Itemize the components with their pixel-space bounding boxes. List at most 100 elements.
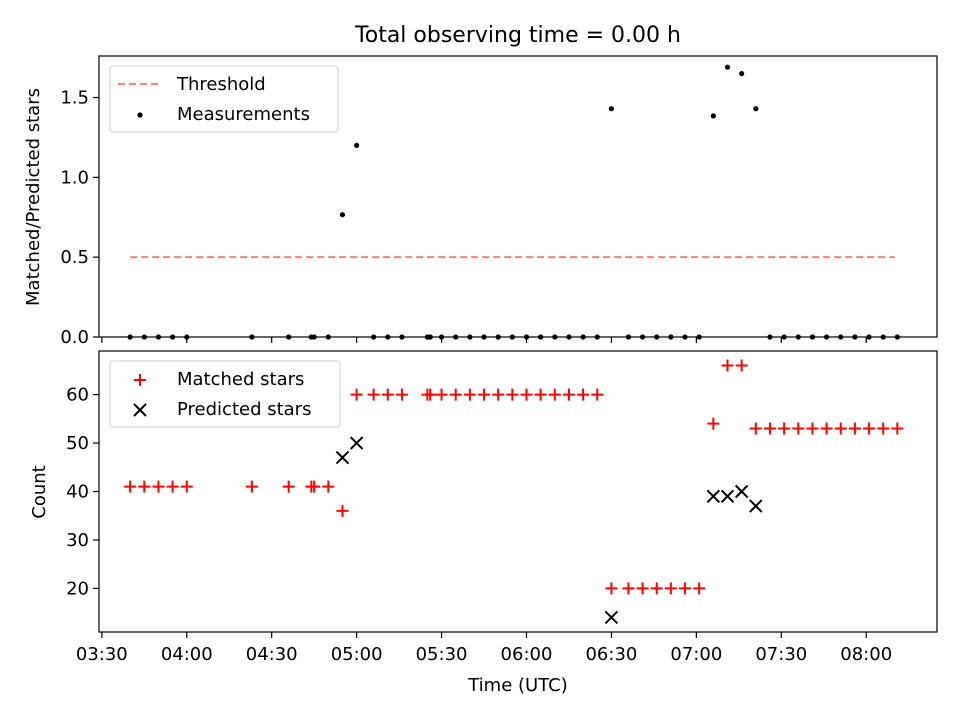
x-tick-label: 05:30: [416, 644, 468, 665]
matched-stars-point: [424, 388, 437, 401]
matched-stars-point: [664, 582, 677, 595]
threshold-legend-label: Threshold: [176, 74, 266, 95]
x-tick-label: 03:30: [76, 644, 128, 665]
predicted-stars-point: [749, 499, 763, 513]
x-tick-label: 06:00: [501, 644, 553, 665]
top-plot-frame: [98, 55, 938, 338]
matched-stars-legend-swatch: [134, 374, 146, 386]
x-tick-label: 07:30: [755, 644, 807, 665]
chart-title: Total observing time = 0.00 h: [354, 23, 681, 48]
matched-stars-point: [605, 582, 618, 595]
predicted-stars-point: [734, 484, 749, 499]
x-tick-label: 05:00: [331, 644, 383, 665]
matched-stars-point: [124, 480, 137, 493]
matched-stars-point: [282, 480, 295, 493]
top-panel: 0.0 0.5 1.0 1.5 Matched/Predicted stars Thr…: [23, 55, 938, 348]
x-tick-label: 04:00: [161, 644, 213, 665]
x-tick-label: 07:00: [670, 644, 722, 665]
bottom-y-tick-label: 40: [66, 482, 89, 503]
matched-stars-legend-label: Matched stars: [177, 369, 304, 390]
matched-stars-point: [166, 480, 179, 493]
matched-stars-point: [548, 388, 561, 401]
bottom-y-tick-label: 50: [66, 433, 89, 454]
bottom-y-tick-label: 60: [66, 385, 89, 406]
measurement-point: [354, 142, 360, 149]
bottom-y-axis-label: Count: [29, 465, 50, 518]
matched-stars-point: [693, 582, 706, 595]
matched-stars-point: [435, 388, 448, 401]
predicted-stars-point: [349, 436, 364, 450]
matched-stars-point: [707, 417, 720, 430]
matched-stars-point: [478, 388, 491, 401]
matched-stars-point: [367, 388, 380, 401]
matched-stars-point: [534, 388, 547, 401]
measurement-point: [710, 113, 716, 119]
x-tick-label: 04:30: [246, 644, 298, 665]
matched-stars-point: [152, 480, 165, 493]
matched-stars-point: [322, 480, 335, 493]
matched-stars-point: [622, 582, 635, 595]
matched-stars-point: [308, 480, 321, 493]
matched-stars-point: [395, 388, 408, 401]
measurement-point: [739, 70, 745, 77]
x-tick-label: 06:30: [585, 644, 637, 665]
matched-stars-point: [806, 422, 819, 435]
matched-stars-point: [792, 422, 805, 435]
matched-stars-point: [463, 388, 476, 401]
matched-stars-point: [138, 480, 151, 493]
top-y-tick-label: 1.5: [60, 88, 89, 109]
top-y-tick-label: 0.5: [60, 247, 89, 268]
measurement-point: [724, 64, 731, 70]
measurements-legend-swatch: [137, 112, 143, 118]
bottom-legend-box: [109, 360, 341, 428]
measurements-legend-label: Measurements: [177, 104, 310, 125]
top-legend-box: [109, 65, 339, 133]
matched-stars-point: [591, 388, 604, 401]
matched-stars-point: [636, 582, 649, 595]
matched-stars-point: [834, 422, 847, 435]
matched-stars-point: [492, 388, 505, 401]
predicted-stars-point: [335, 450, 350, 465]
bottom-legend: Matched stars Predicted stars: [109, 360, 341, 428]
bottom-y-tick-label: 20: [66, 578, 89, 599]
matched-stars-point: [520, 388, 533, 401]
matched-stars-point: [848, 422, 861, 435]
predicted-stars-point: [706, 489, 721, 504]
matched-stars-point: [735, 359, 748, 372]
matched-stars-point: [650, 582, 663, 595]
matched-stars-point: [381, 388, 394, 401]
matched-stars-point: [820, 422, 833, 435]
matched-stars-point: [562, 388, 575, 401]
measurement-point: [753, 106, 759, 112]
x-axis-label: Time (UTC): [467, 675, 568, 696]
matched-stars-point: [877, 422, 890, 435]
bottom-panel: 20 30 40 50 60 03:30 04:00 04:30 05:00 05:30 06:0…: [29, 350, 938, 696]
matched-stars-point: [245, 480, 258, 493]
matched-stars-point: [778, 422, 791, 435]
matched-stars-point: [506, 388, 519, 401]
matched-stars-point: [449, 388, 462, 401]
bottom-y-tick-label: 30: [66, 530, 89, 551]
predicted-stars-point: [720, 489, 735, 504]
matched-stars-point: [721, 359, 734, 372]
matched-stars-point: [577, 388, 590, 401]
top-y-tick-label: 0.0: [60, 327, 89, 348]
top-y-axis-label: Matched/Predicted stars: [23, 88, 44, 306]
matched-stars-point: [350, 388, 363, 401]
matched-stars-point: [180, 480, 193, 493]
predicted-stars-point: [604, 610, 619, 625]
x-tick-label: 08:00: [840, 644, 892, 665]
top-legend: Threshold Measurements: [109, 65, 339, 133]
matched-stars-point: [679, 582, 692, 595]
matched-stars-point: [763, 422, 776, 435]
matched-stars-point: [749, 422, 762, 435]
measurement-point: [608, 106, 615, 112]
top-y-tick-label: 1.0: [60, 167, 89, 188]
matched-stars-point: [863, 422, 876, 435]
matched-stars-point: [336, 504, 349, 517]
predicted-stars-legend-swatch: [133, 403, 147, 417]
matched-stars-point: [891, 422, 904, 435]
measurement-point: [339, 212, 346, 218]
predicted-stars-legend-label: Predicted stars: [177, 399, 311, 420]
